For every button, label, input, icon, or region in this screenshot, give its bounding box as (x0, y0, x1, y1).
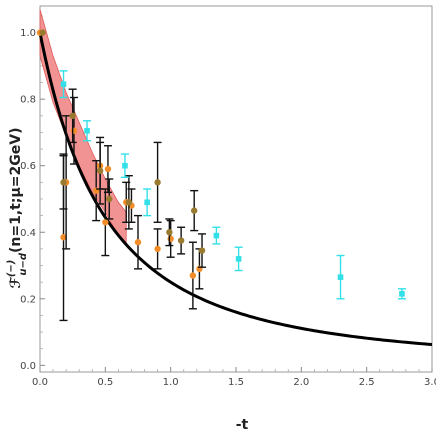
orange-point (189, 272, 197, 279)
svg-text:ℱ(−)u−d(n=1,t;μ=2GeV): ℱ(−)u−d(n=1,t;μ=2GeV) (6, 128, 29, 289)
cyan-point (235, 256, 242, 262)
x-axis-label: -t (236, 417, 249, 433)
olive-point-group (68, 88, 77, 144)
olive-point (154, 179, 161, 186)
cyan-point-group (397, 288, 406, 300)
cyan-point-group (336, 254, 345, 300)
cyan-point (122, 162, 128, 169)
cyan-point-group (120, 153, 129, 179)
y-tick-label: 1.0 (20, 28, 36, 39)
cyan-point-group (83, 120, 92, 142)
olive-point-group (198, 233, 207, 268)
x-tick-label: 2.0 (293, 377, 309, 388)
orange-point (167, 235, 174, 243)
cyan-point (213, 232, 220, 239)
olive-point (198, 247, 206, 254)
cyan-point (337, 274, 344, 280)
orange-point (70, 127, 78, 134)
olive-point-group (153, 141, 162, 223)
x-tick-label: 2.5 (359, 377, 375, 388)
uncertainty-band (39, 9, 127, 247)
olive-point (190, 207, 198, 214)
olive-point-group (39, 29, 46, 36)
orange-point-group (153, 228, 162, 270)
cyan-point-group (212, 226, 221, 245)
orange-point (154, 245, 161, 253)
orange-point-group (166, 219, 175, 258)
y-label-superscript: (−) (6, 260, 17, 278)
x-tick-label: 0.0 (32, 377, 48, 388)
olive-point (125, 199, 133, 206)
olive-point-group (96, 136, 105, 205)
olive-point (177, 237, 185, 244)
x-tick-label: 3.0 (424, 377, 436, 388)
orange-point (104, 165, 112, 173)
cyan-point (84, 127, 90, 134)
olive-point-group (165, 218, 174, 247)
x-axis-ticks: 0.0 0.5 1.0 1.5 2.0 2.5 3.0 (32, 367, 436, 388)
y-tick-label: 0.2 (20, 294, 36, 305)
cyan-point-group (143, 188, 152, 217)
y-tick-label: 0.0 (20, 361, 36, 372)
y-label-subscript: u−d (18, 252, 29, 275)
olive-point (106, 195, 113, 203)
x-tick-label: 1.5 (228, 377, 244, 388)
y-label-main: ℱ (8, 275, 24, 288)
y-axis-ticks: 0.0 0.2 0.4 0.6 0.8 1.0 (20, 15, 45, 372)
cyan-point-group (59, 70, 68, 99)
cyan-point (144, 199, 150, 206)
uncertainty-band-layer (39, 9, 127, 247)
olive-point-group (124, 174, 133, 230)
x-tick-label: 0.5 (97, 377, 113, 388)
orange-point (134, 239, 142, 246)
orange-point-group (188, 241, 197, 310)
cyan-point-group (234, 246, 243, 272)
y-tick-label: 0.6 (20, 161, 36, 172)
olive-point (69, 112, 76, 120)
orange-point-group (134, 214, 142, 270)
olive-point (96, 167, 104, 174)
cyan-point (60, 81, 67, 87)
orange-point (102, 219, 109, 226)
orange-point (60, 234, 67, 241)
olive-point-group (105, 178, 114, 220)
olive-point (166, 229, 173, 236)
y-tick-label: 0.4 (20, 228, 36, 239)
x-tick-label: 1.0 (163, 377, 179, 388)
cyan-point (399, 291, 405, 297)
olive-point-group (190, 189, 199, 232)
y-tick-label: 0.8 (20, 95, 36, 106)
olive-point (39, 29, 46, 36)
olive-point-group (59, 155, 68, 210)
data-points-layer (36, 29, 406, 322)
orange-point-group (103, 145, 112, 194)
olive-point (60, 179, 67, 186)
olive-point-group (177, 226, 186, 255)
y-label-args: (n=1,t;μ=2GeV) (8, 128, 24, 253)
y-axis-label: ℱ(−)u−d(n=1,t;μ=2GeV) (6, 128, 29, 289)
